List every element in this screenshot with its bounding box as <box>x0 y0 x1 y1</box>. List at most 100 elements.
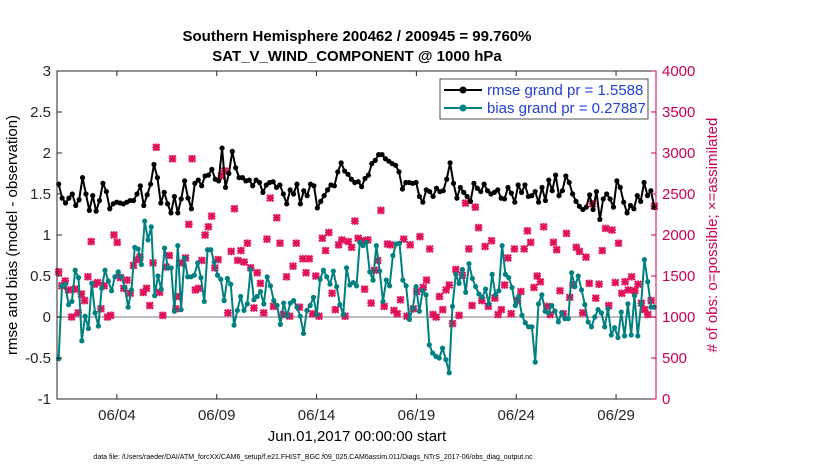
bias-point <box>466 261 472 267</box>
rmse-point <box>474 185 480 191</box>
bias-point <box>310 294 317 300</box>
obs-assimilated-marker <box>168 154 177 163</box>
bias-point <box>373 243 379 249</box>
rmse-point <box>287 187 293 193</box>
obs-assimilated-marker <box>471 203 480 212</box>
obs-assimilated-marker <box>243 239 252 248</box>
obs-assimilated-marker <box>80 296 89 305</box>
bias-point <box>198 275 204 281</box>
y-right-tick-label: 2000 <box>662 227 695 244</box>
obs-assimilated-marker <box>240 258 249 267</box>
rmse-point <box>260 189 266 195</box>
rmse-point <box>205 172 212 178</box>
rmse-point <box>175 210 181 216</box>
obs-assimilated-marker <box>350 217 359 226</box>
bias-point <box>257 288 264 295</box>
rmse-point <box>107 206 113 212</box>
bias-point <box>152 293 158 299</box>
rmse-point <box>379 152 385 158</box>
bias-point <box>605 306 611 312</box>
obs-assimilated-marker <box>432 313 441 321</box>
y-right-tick-label: 3000 <box>662 145 695 162</box>
rmse-point <box>393 162 399 168</box>
obs-assimilated-marker <box>503 253 512 262</box>
bias-point <box>370 277 376 283</box>
bias-point <box>641 257 648 263</box>
bias-point <box>615 334 621 341</box>
obs-assimilated-marker <box>608 226 617 235</box>
rmse-point <box>621 199 627 205</box>
bias-point <box>208 247 214 253</box>
y-left-tick-label: 0.5 <box>30 268 51 285</box>
rmse-point <box>369 161 375 167</box>
obs-assimilated-marker <box>54 267 63 276</box>
obs-assimilated-marker <box>575 247 584 256</box>
bias-point <box>72 267 78 273</box>
bias-point <box>612 325 618 331</box>
rmse-point <box>481 181 487 187</box>
rmse-point <box>209 166 215 172</box>
bias-point <box>85 325 92 332</box>
obs-assimilated-marker <box>256 279 265 288</box>
rmse-point <box>430 193 436 200</box>
bias-point <box>142 218 148 224</box>
rmse-point <box>532 188 538 195</box>
rmse-point <box>229 148 235 154</box>
bias-point <box>489 271 495 277</box>
bias-point <box>549 302 555 309</box>
rmse-point <box>277 182 283 188</box>
y-left-tick-label: 3 <box>43 63 51 80</box>
bias-point <box>439 345 446 351</box>
obs-assimilated-marker <box>468 301 477 310</box>
obs-assimilated-marker <box>233 256 242 265</box>
bias-point <box>89 280 95 286</box>
bias-point <box>506 275 512 281</box>
bias-point <box>595 307 601 313</box>
rmse-point <box>413 179 419 186</box>
obs-assimilated-marker <box>376 206 385 215</box>
bias-point <box>459 266 465 273</box>
bias-point <box>575 273 581 279</box>
obs-assimilated-marker <box>276 239 284 248</box>
obs-assimilated-marker <box>158 311 167 320</box>
bias-point <box>109 288 115 294</box>
rmse-point <box>450 180 457 186</box>
legend-bias-marker <box>459 104 467 112</box>
obs-assimilated-marker <box>109 231 118 239</box>
rmse-point <box>508 190 514 196</box>
y-right-tick-label: 0 <box>662 391 670 408</box>
rmse-point <box>304 193 310 199</box>
obs-assimilated-marker <box>298 254 307 263</box>
bias-point <box>413 284 419 290</box>
bias-point <box>228 281 234 287</box>
bias-point <box>125 304 131 310</box>
bias-point <box>446 370 452 376</box>
bias-point <box>122 284 128 291</box>
rmse-point <box>416 193 423 200</box>
obs-assimilated-marker <box>386 240 395 249</box>
bias-point <box>618 309 624 315</box>
bias-point <box>69 298 75 305</box>
bias-point <box>463 289 469 295</box>
rmse-point <box>512 199 518 205</box>
rmse-point <box>454 195 460 201</box>
obs-assimilated-marker <box>516 287 525 296</box>
rmse-point <box>335 169 341 175</box>
bias-point <box>449 303 456 309</box>
rmse-point <box>141 202 147 209</box>
obs-assimilated-marker <box>422 276 431 285</box>
rmse-point <box>614 178 620 184</box>
obs-assimilated-marker <box>272 213 281 222</box>
rmse-point <box>447 160 453 166</box>
bias-point <box>443 357 449 363</box>
obs-assimilated-marker <box>582 253 590 262</box>
rmse-point <box>297 201 303 207</box>
obs-assimilated-marker <box>523 226 532 235</box>
legend: rmse grand pr = 1.5588 bias grand pr = 0… <box>439 78 649 120</box>
bias-point <box>645 279 651 285</box>
rmse-point <box>250 183 256 189</box>
rmse-point <box>573 198 579 204</box>
bias-point <box>234 307 240 314</box>
bias-point <box>390 252 396 259</box>
rmse-point <box>73 202 79 209</box>
